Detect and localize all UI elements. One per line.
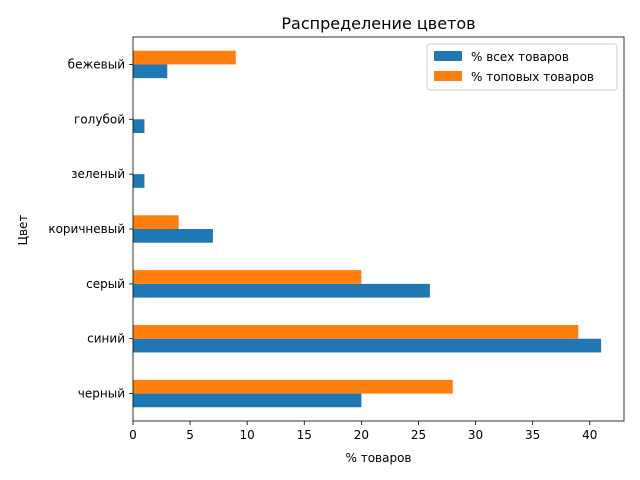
bar-all-6 bbox=[133, 64, 168, 79]
x-tick-label-4: 20 bbox=[354, 428, 369, 442]
legend: % всех товаров % топовых товаров bbox=[426, 43, 618, 91]
y-tick-label-1: синий bbox=[87, 332, 125, 346]
x-tick-label-2: 10 bbox=[240, 428, 255, 442]
legend-label-0: % всех товаров bbox=[471, 50, 569, 64]
y-tick-label-3: коричневый bbox=[48, 222, 125, 236]
bar-top-6 bbox=[133, 50, 236, 65]
bar-top-3 bbox=[133, 215, 179, 229]
legend-swatch-1 bbox=[434, 71, 462, 81]
bar-all-0 bbox=[133, 393, 362, 408]
legend-frame bbox=[426, 43, 618, 91]
x-tick-label-3: 15 bbox=[297, 428, 312, 442]
y-tick-label-2: серый bbox=[86, 277, 125, 291]
x-tick-label-1: 5 bbox=[186, 428, 194, 442]
x-tick-label-5: 25 bbox=[411, 428, 426, 442]
y-tick-label-4: зеленый bbox=[71, 167, 125, 181]
x-tick-label-6: 30 bbox=[468, 428, 483, 442]
chart-title: Распределение цветов bbox=[281, 14, 475, 33]
bar-all-5 bbox=[133, 119, 145, 133]
axes-layer: 0 5 10 15 20 25 30 35 40 черный синий серый коричнев… bbox=[48, 36, 625, 442]
bar-top-1 bbox=[133, 325, 579, 339]
y-tick-label-5: голубой bbox=[74, 112, 125, 126]
bar-all-3 bbox=[133, 229, 213, 243]
x-tick-label-8: 40 bbox=[582, 428, 597, 442]
bar-top-2 bbox=[133, 270, 362, 284]
bars-layer bbox=[133, 50, 602, 408]
x-axis-label: % товаров bbox=[345, 451, 411, 465]
y-axis-label: Цвет bbox=[16, 215, 30, 246]
legend-swatch-0 bbox=[434, 51, 462, 61]
x-tick-label-7: 35 bbox=[525, 428, 540, 442]
bar-all-4 bbox=[133, 174, 145, 188]
bar-all-2 bbox=[133, 283, 430, 298]
bar-top-0 bbox=[133, 379, 453, 394]
bar-all-1 bbox=[133, 338, 602, 353]
x-tick-label-0: 0 bbox=[129, 428, 137, 442]
y-tick-label-6: бежевый bbox=[68, 57, 125, 71]
y-tick-label-0: черный bbox=[78, 387, 125, 401]
legend-label-1: % топовых товаров bbox=[471, 70, 594, 84]
